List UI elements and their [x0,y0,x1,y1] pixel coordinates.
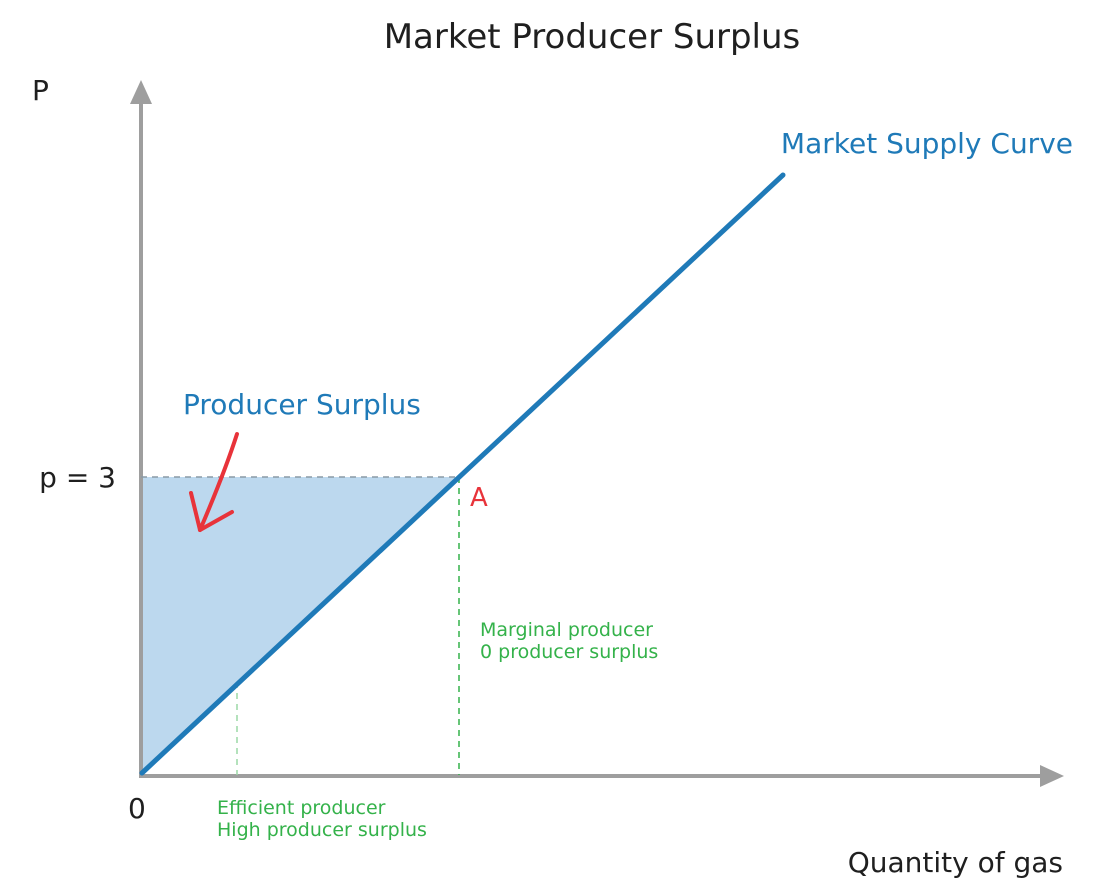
x-axis-label: Quantity of gas [848,846,1063,879]
producer-surplus-label: Producer Surplus [183,388,421,421]
hand-drawn-arrow-icon [189,432,239,532]
efficient-producer-line2: High producer surplus [217,819,427,841]
price-label: p = 3 [39,461,116,494]
x-axis-arrowhead [1040,765,1064,787]
origin-label: 0 [128,792,146,825]
efficient-producer-line1: Efficient producer [217,797,386,819]
marginal-producer-line2: 0 producer surplus [480,641,658,663]
marginal-producer-line1: Marginal producer [480,619,653,641]
y-axis-label: P [32,74,49,107]
market-supply-curve [139,172,786,776]
point-a-label: A [470,483,488,513]
diagram-title: Market Producer Surplus [384,17,801,57]
y-axis-arrowhead [130,80,152,104]
supply-curve-label: Market Supply Curve [781,127,1073,160]
